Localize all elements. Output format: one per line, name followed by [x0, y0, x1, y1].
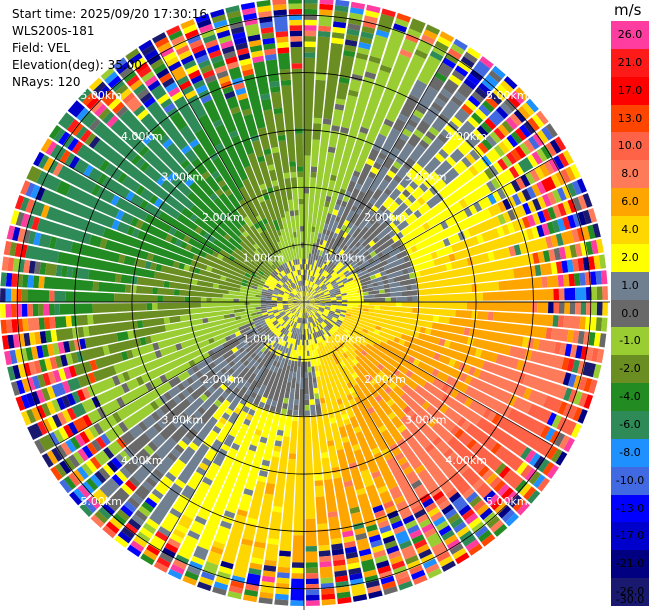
- colorbar-unit: m/s: [614, 1, 642, 19]
- ring-label: 2.00km: [364, 373, 406, 386]
- colorbar-segment: [611, 522, 649, 551]
- azimuth-spoke: [353, 330, 553, 446]
- ring-label: 4.00km: [445, 454, 487, 467]
- colorbar-segment: [611, 21, 649, 50]
- colorbar-tick-label: -6.0: [619, 417, 641, 431]
- ring-label: 5.00km: [486, 495, 528, 508]
- colorbar-tick-label: 6.0: [621, 195, 639, 209]
- colorbar-tick-label: 0.0: [621, 306, 639, 320]
- azimuth-spoke: [160, 351, 276, 551]
- colorbar-segment: [611, 466, 649, 496]
- instrument-name: WLS200s-181: [12, 24, 95, 38]
- colorbar-segment: [611, 327, 649, 356]
- ring-labels: 1.00km 1.00km 1.00km 1.00km 2.00km 2.00km 2.00…: [80, 89, 527, 508]
- ring-label: 1.00km: [324, 333, 366, 346]
- azimuth-spoke: [332, 351, 448, 551]
- ring-label: 2.00km: [364, 211, 406, 224]
- ring-label: 2.00km: [202, 211, 244, 224]
- colorbar-segment: [611, 132, 649, 161]
- colorbar-segment: [611, 48, 649, 78]
- colorbar-tick-label: 10.0: [617, 139, 643, 153]
- colorbar-segment: [611, 160, 649, 189]
- colorbar-tick-label: -4.0: [619, 390, 641, 404]
- ring-label: 5.00km: [486, 89, 528, 102]
- azimuth-spoke: [55, 158, 255, 274]
- colorbar-tick-label: -1.0: [619, 334, 641, 348]
- ring-label: 1.00km: [243, 251, 285, 264]
- colorbar-tick-label: -17.0: [615, 529, 645, 543]
- ring-label: 3.00km: [162, 170, 204, 183]
- colorbar-segment: [611, 438, 649, 468]
- ring-label: 1.00km: [243, 333, 285, 346]
- colorbar-tick-label: -30.0: [615, 593, 645, 606]
- colorbar-segment: [611, 243, 649, 273]
- colorbar-tick-label: 13.0: [617, 111, 643, 125]
- colorbar-segment: [611, 104, 649, 133]
- ring-label: 3.00km: [405, 170, 447, 183]
- elevation: Elevation(deg): 35.00: [12, 58, 142, 72]
- field-name: Field: VEL: [12, 41, 71, 55]
- azimuth-spoke: [332, 53, 448, 253]
- velocity-rays: [0, 0, 608, 606]
- colorbar-tick-label: -10.0: [615, 473, 645, 487]
- colorbar-segment: [611, 411, 649, 440]
- colorbar-tick-label: -26.0: [615, 585, 645, 599]
- colorbar-tick-label: 8.0: [621, 167, 639, 181]
- colorbar-tick-label: -8.0: [619, 445, 641, 459]
- colorbar-segment: [611, 76, 649, 106]
- ring-label: 2.00km: [202, 373, 244, 386]
- ring-label: 4.00km: [445, 130, 487, 143]
- colorbar-tick-label: -2.0: [619, 362, 641, 376]
- colorbar-segment: [611, 216, 649, 245]
- colorbar-segment: [611, 271, 649, 301]
- colorbar-tick-label: 26.0: [617, 27, 643, 41]
- start-time: Start time: 2025/09/20 17:30:16: [12, 7, 207, 21]
- ring-label: 4.00km: [121, 130, 163, 143]
- ring-label: 5.00km: [80, 89, 122, 102]
- colorbar-tick-label: 21.0: [617, 55, 643, 69]
- ring-label: 3.00km: [405, 414, 447, 427]
- colorbar-segment: [611, 188, 649, 217]
- colorbar-segment: [611, 355, 649, 384]
- ring-label: 3.00km: [162, 414, 204, 427]
- colorbar-segment: [611, 494, 649, 523]
- colorbar-tick-label: 1.0: [621, 278, 639, 292]
- ring-label: 5.00km: [80, 495, 122, 508]
- colorbar: 26.0 21.0 17.0 13.0 10.0 8.0 6.0 4.0 2.0 1.0 0.0 -1…: [611, 21, 649, 607]
- azimuth-spoke: [55, 330, 255, 446]
- ring-label: 4.00km: [121, 454, 163, 467]
- colorbar-segment: [611, 299, 649, 328]
- colorbar-segment: [611, 578, 649, 607]
- azimuth-spoke: [353, 158, 553, 274]
- colorbar-tick-label: 2.0: [621, 250, 639, 264]
- colorbar-tick-label: -21.0: [615, 557, 645, 571]
- azimuth-spoke: [160, 53, 276, 253]
- scan-info: Start time: 2025/09/20 17:30:16 WLS200s-…: [12, 6, 207, 91]
- colorbar-tick-label: -13.0: [615, 501, 645, 515]
- colorbar-tick-label: 17.0: [617, 83, 643, 97]
- ring-label: 1.00km: [324, 251, 366, 264]
- colorbar-tick-label: 4.0: [621, 222, 639, 236]
- colorbar-segment: [611, 383, 649, 412]
- range-rings: [0, 0, 610, 610]
- nrays: NRays: 120: [12, 75, 81, 89]
- colorbar-segment: [611, 550, 649, 579]
